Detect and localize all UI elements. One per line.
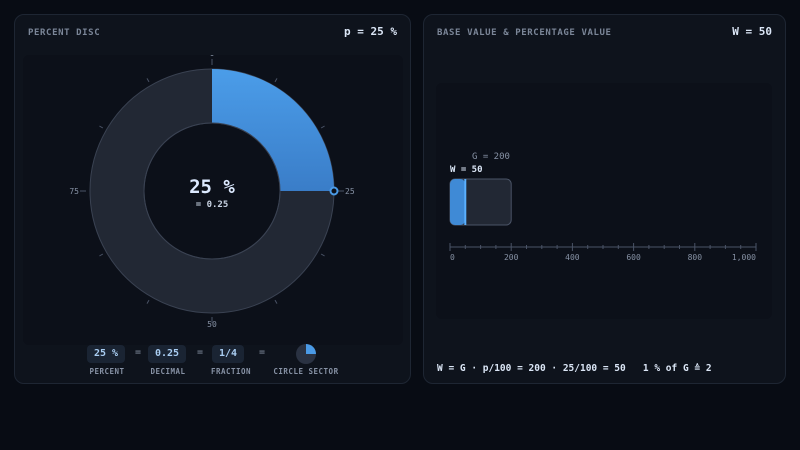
axis-tick-label: 600 <box>626 253 641 262</box>
axis-ticks <box>449 243 757 251</box>
percentage-value-label: W = 50 <box>450 165 483 175</box>
equals-sign: = <box>197 347 204 358</box>
panel-title: PERCENT DISC <box>28 28 101 38</box>
disc-label-top: 0 <box>210 55 215 58</box>
disc-tick <box>146 299 150 304</box>
equals-sign: = <box>259 347 266 358</box>
disc-tick <box>274 299 278 304</box>
disc-ticks <box>80 59 344 323</box>
axis-tick-label: 800 <box>688 253 703 262</box>
drag-handle[interactable] <box>329 186 339 196</box>
base-bar-chart: G = 200 W = 50 0 200 400 600 800 1,000 <box>449 152 757 262</box>
circle-sector-label: CIRCLE SECTOR <box>273 367 339 376</box>
axis-labels: 0 200 400 600 800 1,000 <box>450 253 756 262</box>
axis-tick-label: 1,000 <box>732 253 756 262</box>
disc-tick <box>320 253 325 257</box>
disc-label-left: 75 <box>69 187 79 196</box>
panel-title: BASE VALUE & PERCENTAGE VALUE <box>437 28 612 38</box>
decimal-label: DECIMAL <box>150 367 186 376</box>
percent-label: PERCENT <box>89 367 125 376</box>
disc-label-bottom: 50 <box>207 320 217 329</box>
percent-chip: 25 % <box>87 345 126 363</box>
disc-stage: 0 25 50 75 25 % = 0.25 <box>23 49 403 345</box>
axis-tick-label: 0 <box>450 253 455 262</box>
fraction-chip: 1/4 <box>212 345 245 363</box>
disc-inner-ring <box>143 122 281 260</box>
fraction-label: FRACTION <box>210 367 252 376</box>
decimal-chip: 0.25 <box>148 345 187 363</box>
conversion-row: 25 % = 0.25 = 1/4 = PERCENT DECIMAL FRAC… <box>15 344 412 381</box>
disc-center-decimal: = 0.25 <box>196 200 229 210</box>
equals-sign: = <box>135 347 142 358</box>
axis-tick-label: 200 <box>504 253 519 262</box>
disc-center-value: 25 % <box>189 176 235 198</box>
disc-tick <box>320 125 325 129</box>
percent-disc-panel: PERCENT DISC p = 25 % 0 25 50 75 25 % = … <box>14 14 411 384</box>
base-percentage-panel: BASE VALUE & PERCENTAGE VALUE W = 50 G =… <box>423 14 786 384</box>
percent-disc: 0 25 50 75 25 % = 0.25 <box>69 49 355 329</box>
disc-tick <box>146 78 150 83</box>
disc-tick <box>274 78 278 83</box>
circle-sector-icon <box>296 344 316 364</box>
bar-stage: G = 200 W = 50 0 200 400 600 800 1,000 <box>436 83 772 319</box>
formula-line: W = G · p/100 = 200 · 25/100 = 50 1 % of… <box>437 363 712 374</box>
percentage-value-readout: W = 50 <box>732 25 772 38</box>
disc-tick <box>99 253 104 257</box>
percent-readout: p = 25 % <box>344 25 397 38</box>
percentage-bar <box>450 179 466 225</box>
disc-tick <box>99 125 104 129</box>
axis-tick-label: 400 <box>565 253 580 262</box>
percent-sector <box>212 69 334 191</box>
disc-label-right: 25 <box>345 187 355 196</box>
base-value-label: G = 200 <box>472 152 510 162</box>
